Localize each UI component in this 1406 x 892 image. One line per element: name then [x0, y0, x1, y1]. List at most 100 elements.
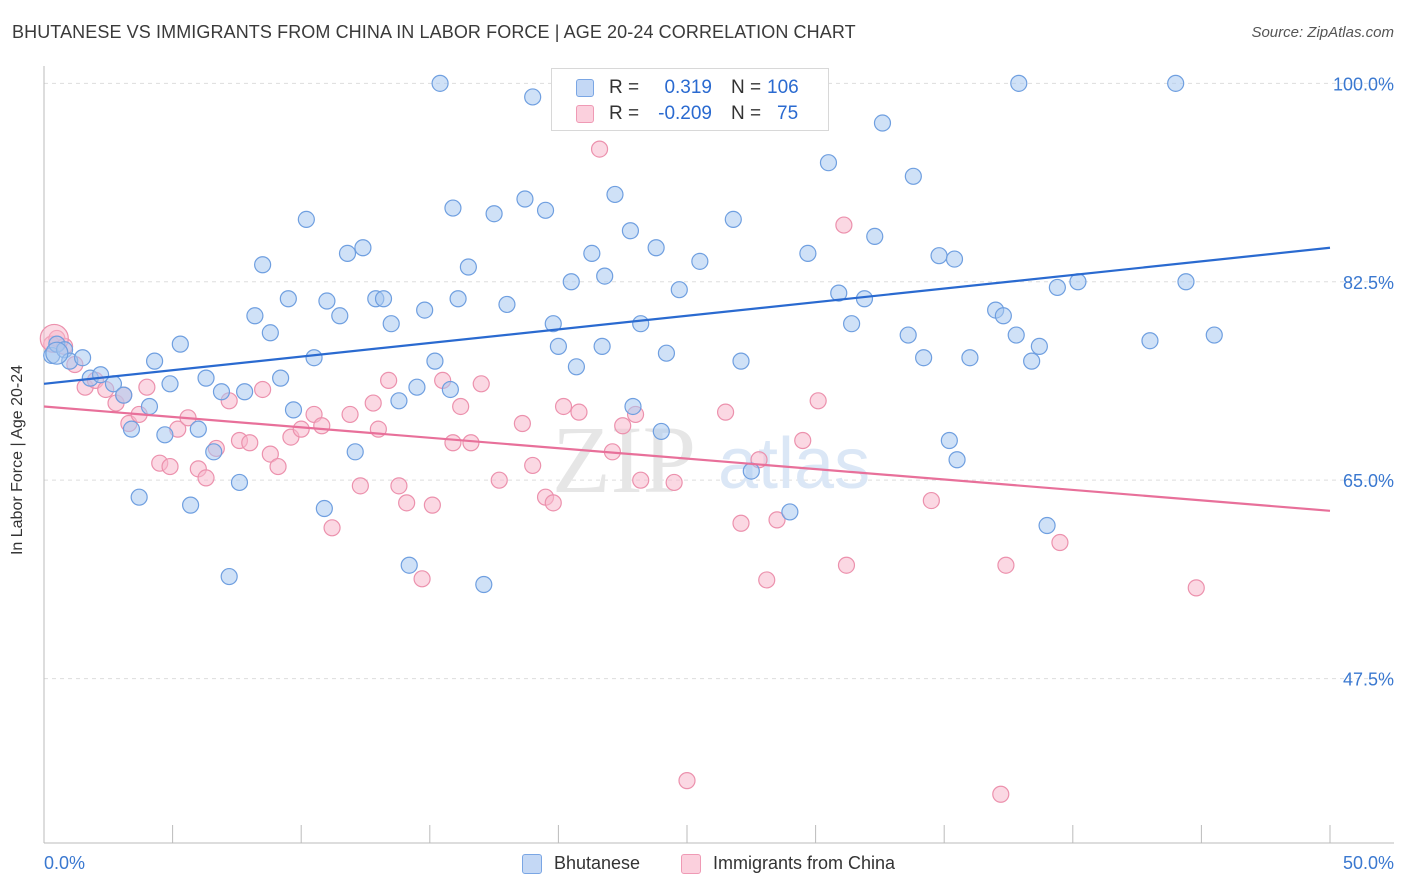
data-point	[171, 335, 189, 353]
data-point	[732, 514, 750, 532]
data-point	[1177, 273, 1195, 291]
data-point	[490, 471, 508, 489]
data-point	[246, 307, 264, 325]
data-point	[678, 772, 696, 790]
data-point	[254, 380, 272, 399]
data-point	[799, 244, 817, 263]
data-point	[331, 307, 349, 325]
data-point	[374, 290, 393, 308]
data-point	[485, 205, 503, 223]
data-point	[1048, 278, 1066, 297]
trend-line-bhutanese	[43, 246, 1331, 385]
data-point	[122, 420, 141, 438]
legend-row-china: R = -0.209 N = 75	[552, 101, 828, 125]
legend-n-value: 106	[767, 77, 799, 98]
y-tick-labels: 47.5% 65.0% 82.5% 100.0%	[1333, 74, 1394, 689]
data-point	[899, 326, 917, 344]
data-point	[624, 397, 642, 416]
data-point	[292, 420, 310, 438]
data-point	[742, 462, 760, 480]
data-point	[819, 154, 838, 172]
data-point	[1010, 74, 1028, 92]
data-point	[732, 352, 750, 370]
data-point	[426, 352, 444, 370]
bottom-legend-swatch-pink	[681, 854, 701, 874]
data-point	[652, 422, 670, 441]
y-tick-label: 65.0%	[1343, 471, 1394, 491]
x-tick-labels: 0.0% 50.0%	[44, 853, 1394, 873]
data-point	[261, 445, 279, 463]
data-point	[212, 383, 231, 401]
data-point	[145, 352, 164, 370]
data-point	[269, 457, 287, 476]
data-point	[843, 315, 861, 333]
data-point	[364, 394, 382, 412]
data-point	[536, 201, 555, 219]
data-point	[570, 403, 588, 421]
legend-swatch-blue	[576, 79, 594, 97]
data-point	[254, 256, 272, 274]
data-point	[416, 301, 434, 319]
y-tick-label: 100.0%	[1333, 74, 1394, 94]
data-point	[1167, 74, 1185, 92]
data-point	[338, 244, 357, 263]
data-point	[1023, 352, 1041, 370]
series-bhutanese	[43, 74, 1223, 594]
data-point	[444, 434, 462, 452]
legend-swatch-pink	[576, 105, 594, 123]
legend-r-label: R =	[609, 77, 640, 98]
data-point	[313, 417, 331, 435]
y-axis-label: In Labor Force | Age 20-24	[9, 364, 26, 556]
x-tick-label-min: 0.0%	[44, 853, 85, 873]
data-point	[1187, 579, 1205, 597]
data-point	[189, 420, 207, 438]
data-point	[948, 451, 966, 469]
data-point	[449, 290, 467, 308]
data-point	[346, 443, 364, 461]
data-point	[945, 250, 964, 268]
data-point	[915, 349, 933, 367]
data-point	[1141, 332, 1159, 350]
data-point	[498, 295, 516, 314]
data-point	[665, 473, 683, 492]
data-point	[524, 456, 542, 475]
data-point	[475, 575, 493, 594]
data-point	[940, 431, 958, 450]
data-point	[380, 371, 398, 389]
data-point	[994, 307, 1012, 325]
data-point	[606, 185, 624, 204]
data-point	[297, 210, 315, 228]
data-point	[197, 369, 215, 387]
bottom-legend-label: Bhutanese	[554, 853, 641, 873]
data-point	[161, 375, 179, 393]
data-point	[272, 369, 290, 387]
data-point	[632, 315, 650, 333]
data-point	[524, 88, 542, 106]
x-tick-label-max: 50.0%	[1343, 853, 1394, 873]
data-point	[830, 284, 848, 302]
data-point	[354, 239, 372, 257]
data-point	[716, 403, 735, 421]
data-point	[930, 247, 948, 265]
data-point	[809, 392, 827, 410]
data-point	[922, 491, 940, 510]
data-point	[997, 556, 1015, 574]
data-point	[73, 349, 92, 367]
legend-r-value: -0.209	[658, 103, 712, 124]
data-point	[441, 380, 459, 399]
data-point	[305, 349, 323, 367]
legend-n-label: N =	[731, 77, 762, 98]
axes	[43, 66, 1394, 844]
stats-legend: R = 0.319 N = 106 R = -0.209 N = 75	[551, 68, 829, 131]
data-point	[241, 434, 259, 452]
data-point	[459, 258, 477, 276]
data-point	[423, 496, 441, 514]
data-point	[1007, 326, 1025, 344]
data-point	[462, 434, 480, 452]
data-point	[284, 401, 303, 419]
data-point	[590, 140, 609, 158]
data-point	[758, 571, 776, 589]
bottom-legend: Bhutanese Immigrants from China	[0, 852, 1406, 876]
data-point	[318, 292, 336, 310]
legend-n-label: N =	[731, 103, 762, 124]
